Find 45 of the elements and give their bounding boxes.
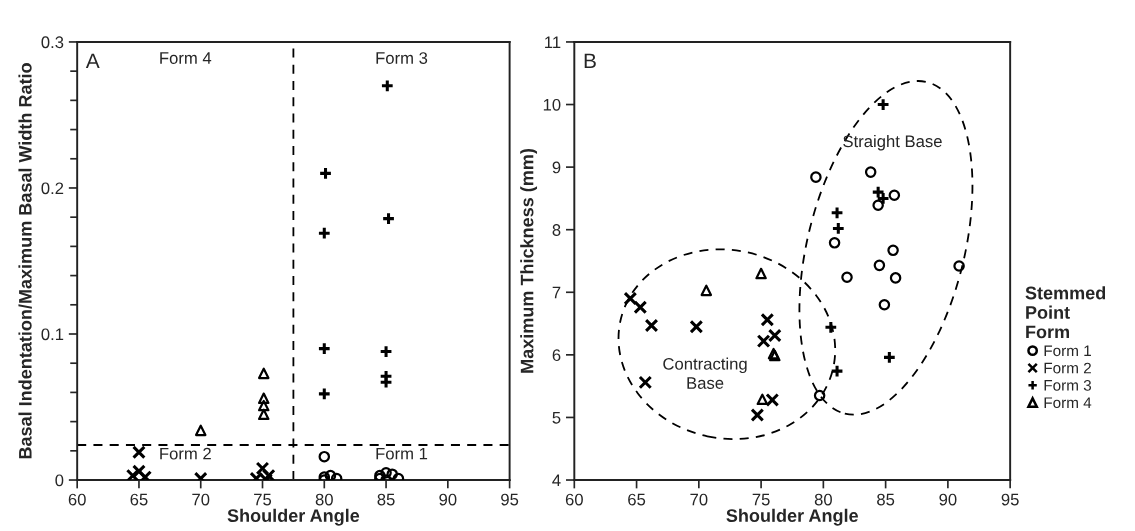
- annotation: B: [584, 53, 596, 68]
- x-tick-label: 65: [130, 493, 148, 506]
- x-tick-label: 85: [377, 493, 395, 506]
- y-axis-title: Basal Indentation/Maximum Basal Width Ratio: [18, 63, 32, 459]
- y-tick-label: 4: [552, 474, 561, 487]
- y-tick-label: 0.2: [41, 182, 64, 195]
- x-tick-label: 75: [752, 493, 770, 506]
- x-tick-label: 60: [68, 493, 86, 506]
- y-axis-title: Maximum Thickness (mm): [520, 149, 538, 373]
- x-tick-label: 70: [690, 493, 708, 506]
- annotation: Form 2: [160, 447, 211, 460]
- legend-label: Form 1: [1044, 345, 1091, 357]
- y-tick-label: 11: [545, 36, 561, 48]
- x-axis-title: Shoulder Angle: [227, 508, 360, 526]
- x-tick-label: 65: [628, 493, 646, 506]
- y-tick-label: 6: [552, 349, 561, 362]
- y-tick-label: 9: [552, 161, 561, 174]
- x-axis-title: Shoulder Angle: [726, 508, 858, 526]
- x-tick-label: 70: [192, 493, 210, 506]
- legend-label: Form 3: [1044, 379, 1092, 391]
- x-tick-label: 85: [877, 493, 895, 506]
- annotation: Form 1: [376, 447, 428, 460]
- legend-label: Form 4: [1044, 397, 1092, 409]
- x-tick-label: 80: [814, 493, 832, 506]
- x-tick-label: 95: [1001, 493, 1019, 506]
- x-tick-label: 95: [501, 493, 519, 506]
- y-tick-label: 8: [552, 224, 561, 236]
- y-tick-label: 0.1: [41, 328, 64, 341]
- y-tick-label: 0: [55, 474, 64, 487]
- annotation: Contracting Base: [663, 357, 747, 389]
- x-tick-label: 80: [315, 493, 333, 506]
- x-tick-label: 90: [939, 493, 957, 506]
- y-tick-label: 10: [543, 98, 561, 111]
- legend-label: Form 2: [1044, 362, 1091, 374]
- x-tick-label: 90: [439, 493, 457, 506]
- y-tick-label: 5: [552, 412, 561, 424]
- annotation: Form 4: [160, 52, 212, 64]
- y-tick-label: 0.3: [41, 36, 64, 49]
- y-tick-label: 7: [552, 286, 561, 299]
- x-tick-label: 60: [565, 493, 583, 506]
- annotation: Form 3: [376, 52, 428, 64]
- annotation: Straight Base: [843, 134, 942, 151]
- legend-title: Stemmed Point Form: [1025, 286, 1106, 339]
- x-tick-label: 75: [254, 493, 272, 506]
- annotation: A: [85, 53, 100, 68]
